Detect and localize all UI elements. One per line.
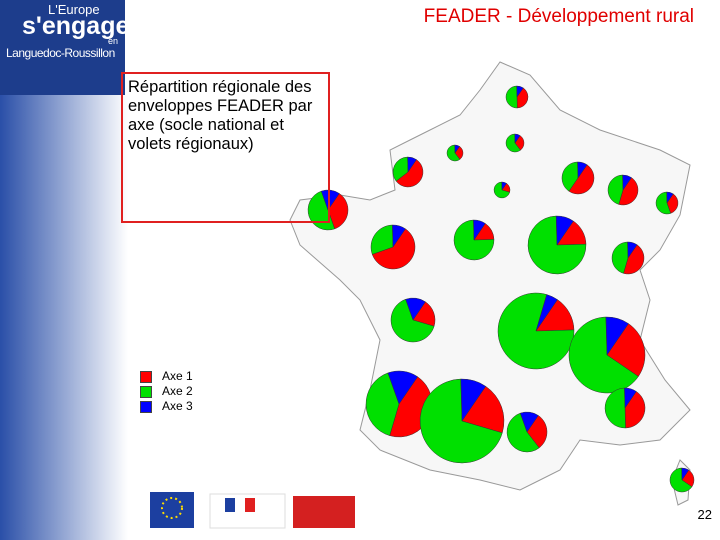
pie-slice — [371, 228, 416, 270]
pie-slice — [454, 144, 460, 154]
legend-label: Axe 1 — [162, 369, 193, 383]
flag-blue — [225, 498, 235, 512]
pie-slice — [577, 161, 588, 179]
legend-item: Axe 1 — [140, 369, 193, 384]
pie-slice — [395, 159, 424, 188]
pie-slice — [387, 370, 418, 405]
pie-slice — [526, 415, 548, 449]
logo: L'Europe s'engage en Languedoc-Roussillo… — [0, 0, 129, 95]
pie-slice — [365, 372, 400, 436]
pie-slice — [327, 193, 349, 230]
logo-text: Languedoc-Roussillon — [6, 46, 115, 60]
pie-slice — [505, 85, 518, 109]
legend-swatch — [140, 400, 152, 413]
logo-text: s'engage — [22, 12, 130, 40]
logo-text: L'Europe — [48, 2, 100, 17]
pie-slice — [516, 85, 524, 98]
pie-slice — [460, 378, 487, 422]
pie-slice — [535, 294, 558, 332]
legend-label: Axe 2 — [162, 384, 193, 398]
pie-slice — [681, 467, 690, 481]
pie-slice — [666, 193, 679, 214]
pie-slice — [514, 133, 521, 144]
pie-slice — [623, 244, 645, 275]
sidebar — [0, 95, 128, 540]
pie-slice — [568, 164, 595, 195]
legend-item: Axe 3 — [140, 399, 193, 414]
pie-slice — [627, 241, 638, 259]
pie-slice — [461, 385, 505, 434]
pie-slice — [624, 387, 637, 409]
region-logo — [293, 496, 355, 528]
pie-slice — [607, 174, 624, 205]
pie-slice — [527, 215, 587, 275]
pie-slice — [506, 412, 540, 453]
pie-slice — [561, 161, 579, 192]
pie-slice — [516, 87, 529, 109]
pie-slice — [392, 156, 409, 182]
legend-item: Axe 2 — [140, 384, 193, 399]
pie-slice — [473, 219, 486, 241]
pie-slice — [392, 224, 406, 248]
legend-swatch — [140, 370, 152, 383]
page-number: 22 — [697, 507, 712, 522]
pie-slice — [618, 177, 639, 206]
pie-slice — [655, 191, 672, 215]
pie-slice — [419, 378, 503, 464]
slide-title: FEADER - Développement rural — [423, 6, 694, 27]
pie-slice — [555, 215, 574, 246]
pie-slice — [446, 144, 461, 162]
pie-slice — [405, 297, 426, 321]
pie-slice — [666, 191, 674, 204]
pie-slice — [501, 181, 507, 191]
logo-bg — [0, 0, 125, 95]
pie-slice — [669, 467, 693, 493]
pie-slice — [370, 224, 394, 255]
eu-stars — [161, 497, 183, 519]
logo-text: en — [108, 36, 119, 46]
pie-slice — [622, 174, 632, 191]
caption: Répartition régionale des enveloppes FEA… — [121, 72, 330, 223]
pie-slice — [604, 387, 626, 429]
legend-swatch — [140, 385, 152, 398]
pie-slice — [605, 316, 629, 356]
pie-slice — [606, 323, 646, 377]
legend-label: Axe 3 — [162, 399, 193, 413]
pie-slice — [611, 241, 629, 274]
legend: Axe 1 Axe 2 Axe 3 — [140, 369, 193, 414]
pie-slice — [390, 298, 435, 343]
flag-red — [245, 498, 255, 512]
pie-slice — [320, 189, 340, 211]
pie-slice — [519, 411, 539, 433]
pie-slice — [505, 133, 521, 153]
pie-slice — [624, 391, 646, 429]
pie-slice — [453, 219, 495, 261]
pie-slice — [407, 156, 417, 173]
